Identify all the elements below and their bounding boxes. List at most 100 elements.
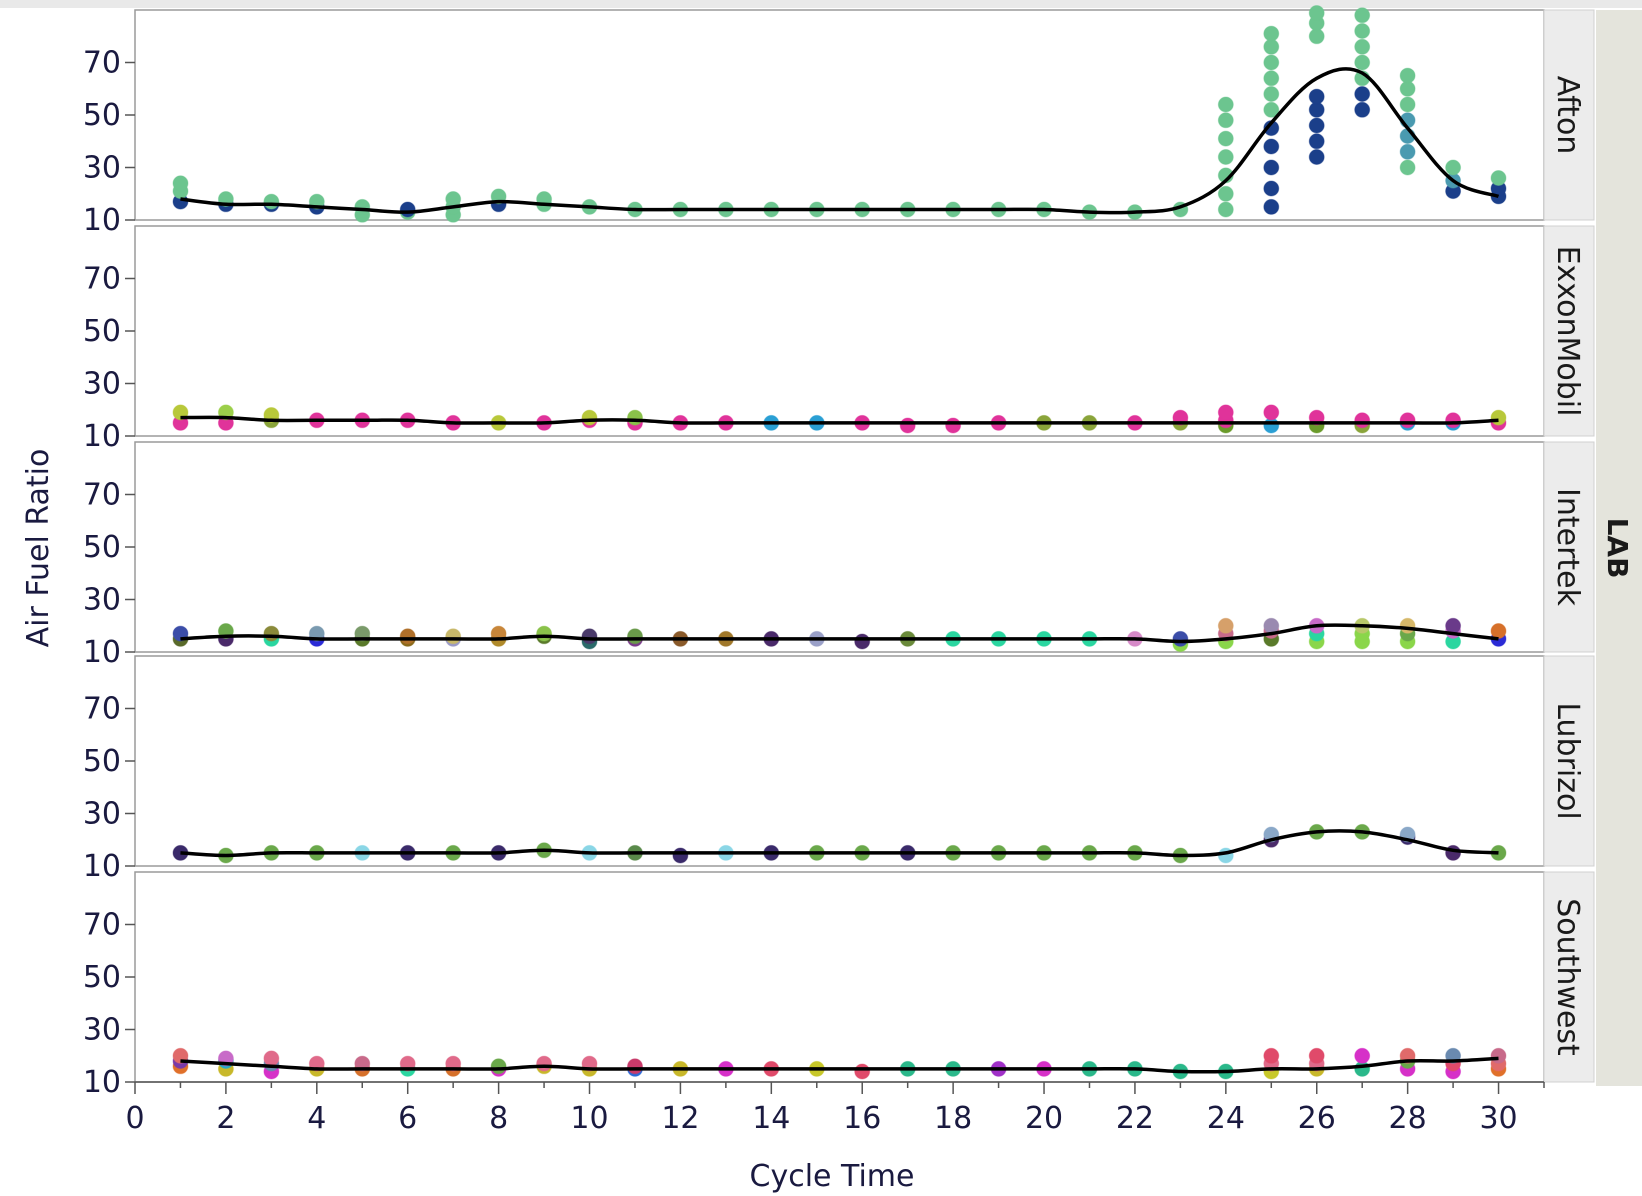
y-tick-label: 30 <box>83 151 121 186</box>
y-tick-label: 10 <box>83 419 121 454</box>
x-tick-label: 10 <box>570 1101 608 1136</box>
strip-exxonmobil: ExxonMobil <box>1543 225 1595 437</box>
y-tick-label: 10 <box>83 849 121 884</box>
data-point <box>627 1058 643 1075</box>
panel-frame <box>134 9 1545 221</box>
data-point <box>1217 404 1234 421</box>
x-tick-label: 18 <box>934 1101 972 1136</box>
data-point <box>1445 617 1462 634</box>
x-tick-label: 2 <box>216 1101 235 1136</box>
x-axis-title: Cycle Time <box>750 1159 915 1194</box>
group-label-lab: LAB <box>1601 518 1634 579</box>
data-point <box>1490 170 1507 186</box>
data-point <box>1263 404 1280 421</box>
x-tick-label: 24 <box>1207 1101 1245 1136</box>
data-point <box>1354 101 1371 118</box>
data-point <box>1263 101 1280 118</box>
x-tick-label: 16 <box>843 1101 881 1136</box>
data-point <box>263 193 280 210</box>
data-point <box>672 847 689 864</box>
strip-background <box>1543 225 1595 437</box>
data-point <box>1354 54 1371 71</box>
data-point <box>854 633 871 650</box>
y-tick-label: 50 <box>83 314 121 349</box>
data-point <box>399 201 416 218</box>
panel-frame <box>134 225 1545 437</box>
smoother-line <box>180 67 1500 215</box>
strip-label-lubrizol: Lubrizol <box>1550 702 1585 819</box>
data-point <box>1263 1047 1280 1064</box>
data-point <box>1263 86 1280 102</box>
strip-label-southwest: Southwest <box>1550 898 1585 1056</box>
data-point <box>1308 133 1325 150</box>
strip-lubrizol: Lubrizol <box>1543 655 1595 867</box>
x-tick-label: 28 <box>1389 1101 1427 1136</box>
data-point <box>263 1050 280 1067</box>
data-point <box>1308 117 1325 134</box>
x-tick-label: 30 <box>1479 1101 1517 1136</box>
strip-label-exxonmobil: ExxonMobil <box>1550 246 1585 417</box>
x-tick-label: 12 <box>661 1101 699 1136</box>
y-tick-label: 70 <box>83 908 121 943</box>
y-tick-label: 10 <box>83 1065 121 1100</box>
strip-label-afton: Afton <box>1550 76 1585 155</box>
strip-background <box>1543 655 1595 867</box>
data-point <box>1217 185 1234 202</box>
data-point <box>1445 159 1462 176</box>
x-tick-label: 20 <box>1025 1101 1063 1136</box>
data-point <box>1399 412 1416 429</box>
data-point <box>1263 159 1280 176</box>
x-tick-label: 26 <box>1298 1101 1336 1136</box>
data-point <box>1354 1047 1371 1064</box>
panel-frame <box>134 441 1545 653</box>
data-point <box>1445 412 1462 429</box>
data-point <box>172 175 189 192</box>
data-point <box>1399 67 1416 84</box>
y-tick-label: 50 <box>83 530 121 565</box>
data-point <box>536 1055 553 1072</box>
smoother-line <box>180 1056 1499 1074</box>
data-point <box>1217 112 1234 129</box>
y-tick-label: 50 <box>83 98 121 133</box>
data-point <box>445 191 462 207</box>
group-strip <box>1596 10 1642 1086</box>
data-point <box>1399 96 1416 113</box>
data-point <box>1263 180 1280 197</box>
panel-frame <box>134 871 1545 1083</box>
x-tick-label: 6 <box>398 1101 417 1136</box>
data-point <box>1308 5 1325 21</box>
data-point <box>1354 86 1371 102</box>
y-tick-label: 70 <box>83 262 121 297</box>
y-tick-label: 70 <box>83 692 121 727</box>
y-tick-label: 30 <box>83 367 121 402</box>
y-tick-label: 10 <box>83 635 121 670</box>
data-point <box>1354 7 1371 24</box>
data-point <box>536 625 553 642</box>
panel-frame <box>134 655 1545 867</box>
x-tick-label: 4 <box>307 1101 326 1136</box>
data-point <box>1308 1047 1325 1064</box>
y-tick-label: 30 <box>83 583 121 618</box>
strip-background <box>1543 871 1595 1083</box>
data-point <box>945 417 962 434</box>
strip-intertek: Intertek <box>1543 441 1595 653</box>
data-point <box>1217 130 1234 147</box>
data-point <box>263 625 280 642</box>
y-axis-title: Air Fuel Ratio <box>21 449 56 648</box>
data-point <box>1263 54 1280 71</box>
data-point <box>1490 1047 1507 1064</box>
data-point <box>581 628 598 645</box>
data-point <box>854 1063 871 1080</box>
data-point <box>1217 96 1234 113</box>
data-point <box>627 409 643 426</box>
smoother-line <box>180 829 1499 858</box>
data-point <box>1354 38 1371 55</box>
data-point <box>1263 70 1280 87</box>
panel-intertek: 10 30 50 70 <box>83 441 1545 670</box>
data-point <box>1308 88 1325 105</box>
top-border <box>0 0 1642 8</box>
data-point <box>1263 138 1280 155</box>
data-point <box>445 628 462 645</box>
x-tick-label: 8 <box>489 1101 508 1136</box>
